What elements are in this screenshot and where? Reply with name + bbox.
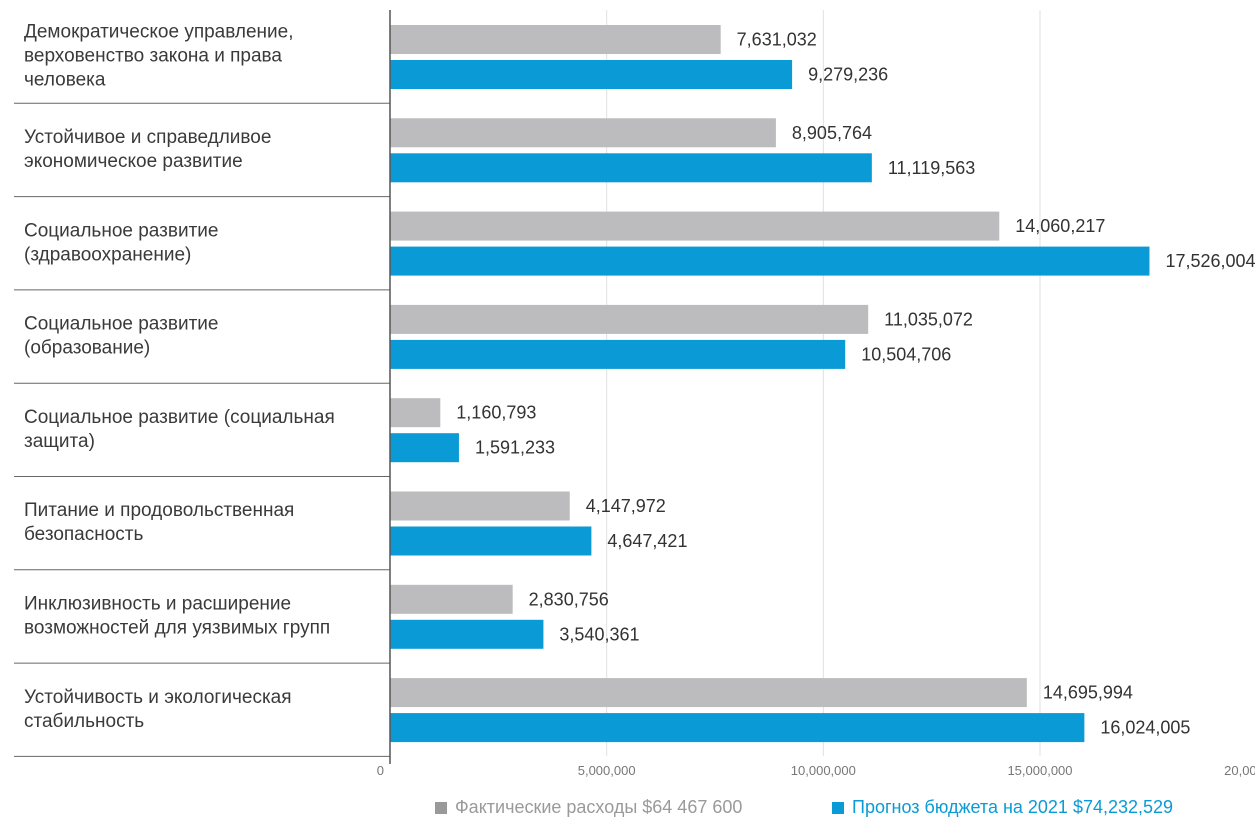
x-tick-label: 20,000,000 bbox=[1224, 763, 1255, 778]
category-label: Устойчивость и экологическая стабильность bbox=[24, 687, 292, 732]
category-label: Устойчивое и справедливое экономическое р… bbox=[24, 127, 271, 172]
x-tick-label: 15,000,000 bbox=[1007, 763, 1072, 778]
data-label-forecast: 10,504,706 bbox=[861, 344, 951, 364]
bar-forecast bbox=[390, 526, 592, 556]
data-label-actual: 14,060,217 bbox=[1015, 216, 1105, 236]
category-label: Демократическое управление, верховенство … bbox=[24, 22, 294, 91]
bar-forecast bbox=[390, 246, 1150, 276]
data-label-actual: 8,905,764 bbox=[792, 123, 872, 143]
bar-forecast bbox=[390, 713, 1085, 743]
bar-actual bbox=[390, 118, 776, 148]
bar-actual bbox=[390, 491, 570, 521]
data-label-actual: 11,035,072 bbox=[884, 309, 973, 329]
data-label-actual: 2,830,756 bbox=[529, 589, 609, 609]
bar-actual bbox=[390, 25, 721, 54]
legend-swatch-forecast bbox=[832, 801, 844, 814]
bar-actual bbox=[390, 304, 869, 334]
data-label-actual: 14,695,994 bbox=[1043, 683, 1133, 703]
data-label-actual: 7,631,032 bbox=[737, 30, 817, 50]
data-label-forecast: 16,024,005 bbox=[1100, 718, 1190, 738]
bar-forecast bbox=[390, 339, 846, 369]
bar-forecast bbox=[390, 619, 544, 649]
data-label-forecast: 4,647,421 bbox=[607, 531, 687, 551]
bar-forecast bbox=[390, 60, 793, 89]
data-label-actual: 4,147,972 bbox=[586, 496, 666, 516]
bar-actual bbox=[390, 678, 1027, 708]
category-label: Инклюзивность и расширение возможностей д… bbox=[24, 593, 330, 638]
x-tick-label: 10,000,000 bbox=[791, 763, 856, 778]
bar-actual bbox=[390, 211, 1000, 241]
legend-item-actual: Фактические расходы $64 467 600 bbox=[435, 797, 742, 818]
data-label-actual: 1,160,793 bbox=[456, 403, 536, 423]
bar-forecast bbox=[390, 433, 459, 463]
legend-swatch-actual bbox=[435, 801, 447, 814]
bar-chart: 7,631,032 8,905,764 14,060,217 11,035,072 1,… bbox=[14, 10, 1255, 778]
category-label: Социальное развитие (здравоохранение) bbox=[24, 220, 218, 265]
legend-item-forecast: Прогноз бюджета на 2021 $74,232,529 bbox=[832, 797, 1173, 818]
legend: Фактические расходы $64 467 600 Прогноз … bbox=[0, 797, 1255, 823]
bar-actual bbox=[390, 584, 513, 614]
x-tick-label: 5,000,000 bbox=[578, 763, 636, 778]
data-label-forecast: 11,119,563 bbox=[888, 158, 975, 178]
bar-actual bbox=[390, 398, 441, 428]
data-label-forecast: 17,526,004 bbox=[1165, 251, 1255, 271]
legend-label-actual: Фактические расходы $64 467 600 bbox=[455, 797, 743, 817]
category-label: Социальное развитие (социальная защита) bbox=[24, 407, 335, 452]
data-label-forecast: 9,279,236 bbox=[808, 65, 888, 85]
category-label: Питание и продовольственная безопасность bbox=[24, 500, 294, 545]
bar-forecast bbox=[390, 153, 872, 183]
legend-label-forecast: Прогноз бюджета на 2021 $74,232,529 bbox=[852, 797, 1174, 817]
data-label-forecast: 1,591,233 bbox=[475, 438, 555, 458]
category-label: Социальное развитие (образование) bbox=[24, 314, 218, 359]
data-label-forecast: 3,540,361 bbox=[559, 624, 639, 644]
x-tick-label: 0 bbox=[377, 763, 384, 778]
